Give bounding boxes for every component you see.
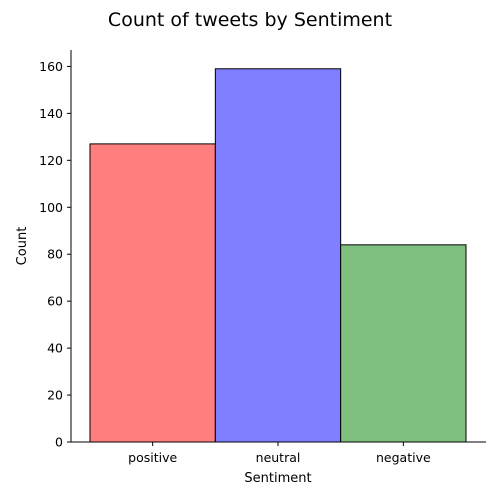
y-tick-label: 40: [47, 341, 63, 356]
y-axis-ticks: 0 20 40 60 80 100 120 140 160: [39, 59, 71, 450]
y-tick-label: 80: [47, 247, 63, 262]
y-tick-label: 160: [39, 59, 63, 74]
y-tick-label: 20: [47, 388, 63, 403]
y-tick-label: 100: [39, 200, 63, 215]
y-tick-label: 60: [47, 294, 63, 309]
x-tick-label: positive: [128, 450, 177, 465]
y-axis-label: Count: [15, 227, 30, 266]
bar-positive: [89, 143, 216, 443]
chart-title: Count of tweets by Sentiment: [108, 9, 392, 31]
y-tick-label: 120: [39, 153, 63, 168]
x-tick-label: neutral: [256, 450, 301, 465]
x-axis-label: Sentiment: [244, 471, 311, 486]
bar-negative: [340, 244, 467, 443]
bar-neutral: [214, 68, 342, 443]
y-tick-label: 0: [55, 435, 63, 450]
bars-group: [89, 68, 467, 443]
x-tick-label: negative: [376, 450, 431, 465]
y-tick-label: 140: [39, 106, 63, 121]
x-axis-ticks: positive neutral negative: [128, 442, 431, 465]
